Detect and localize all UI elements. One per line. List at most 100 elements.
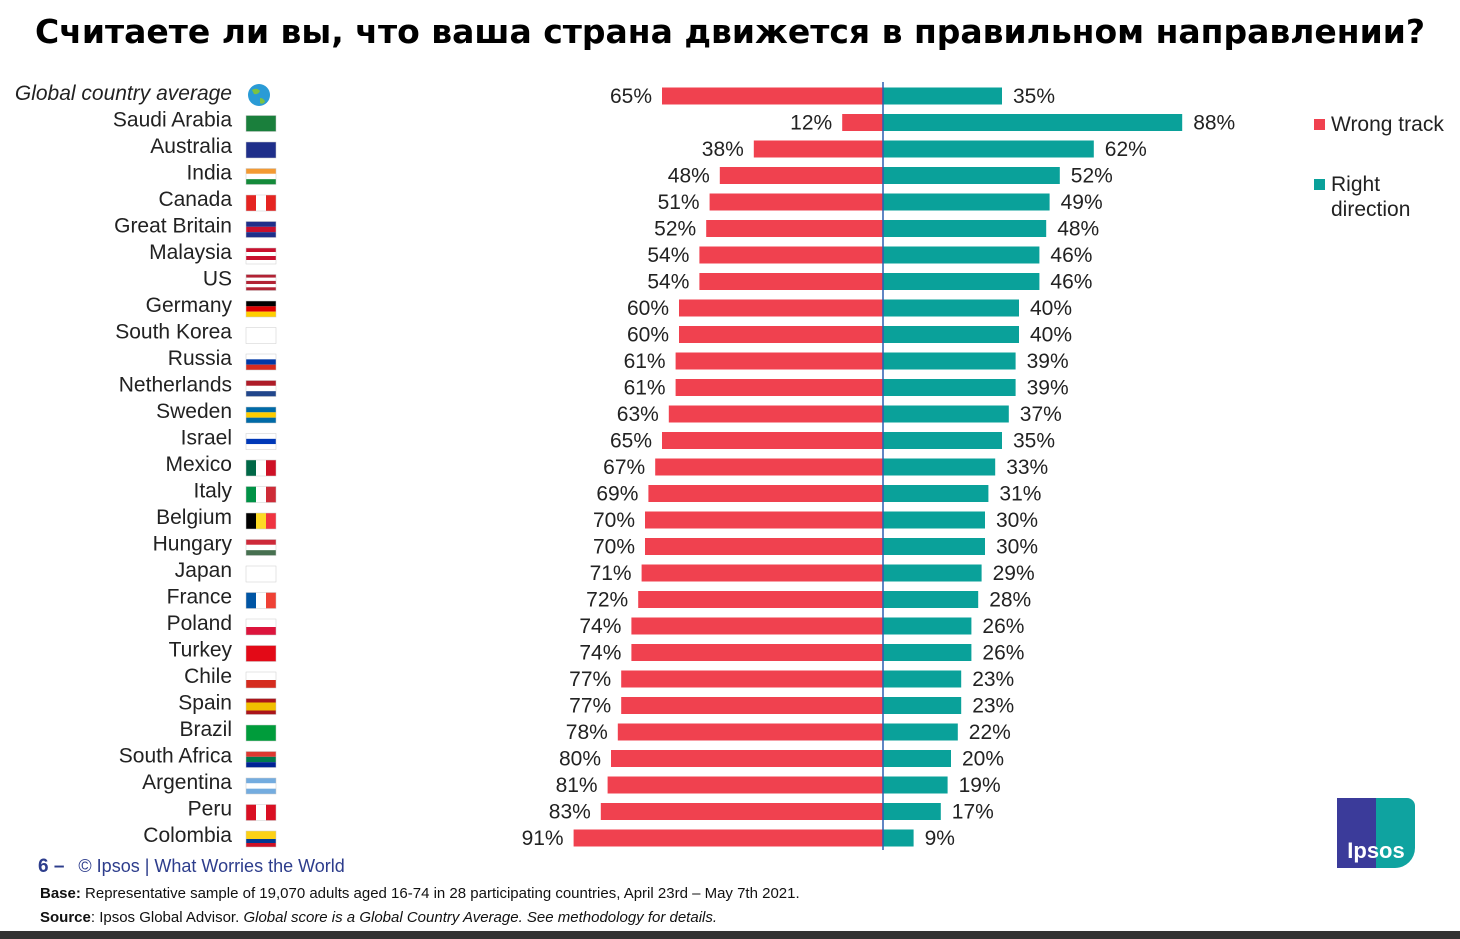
flag-stripe [246, 221, 276, 227]
bar-right-direction [883, 458, 996, 476]
bar-right-direction [883, 405, 1009, 423]
flag-stripe [256, 592, 266, 609]
flag-stripe [246, 444, 276, 450]
flag-stripe [246, 301, 276, 307]
footer-credit: 6 – © Ipsos | What Worries the World [38, 856, 345, 878]
flag-stripe [246, 513, 256, 529]
bar-right-direction [883, 432, 1002, 449]
flag-stripe [246, 627, 276, 635]
flag-stripe [246, 385, 276, 392]
bottom-bar [0, 931, 1460, 939]
value-label-right: 30% [996, 509, 1038, 532]
flag-stripe [246, 417, 276, 423]
value-label-wrong: 51% [658, 191, 700, 214]
value-label-right: 28% [989, 589, 1031, 612]
flag-stripe [246, 460, 256, 476]
bar-wrong-track [638, 591, 883, 608]
bar-wrong-track [631, 617, 883, 635]
value-label-wrong: 48% [668, 165, 710, 188]
category-label: Saudi Arabia [113, 109, 232, 132]
flag-stripe [256, 460, 266, 476]
flag-malaysia [245, 247, 277, 265]
flag-turkey [245, 645, 277, 662]
value-label-wrong: 65% [610, 85, 652, 108]
bar-right-direction [883, 167, 1060, 184]
value-label-right: 22% [969, 721, 1011, 744]
value-label-wrong: 54% [647, 271, 689, 294]
bar-wrong-track [675, 379, 883, 396]
flag-stripe [246, 539, 276, 545]
category-label: Italy [193, 480, 232, 503]
value-label-wrong: 77% [569, 695, 611, 718]
category-label: Spain [178, 692, 232, 715]
category-label: Mexico [165, 453, 232, 476]
bar-wrong-track [631, 644, 883, 661]
value-label-wrong: 63% [617, 403, 659, 426]
flag-stripe [246, 710, 276, 715]
source-italic: Global score is a Global Country Average… [243, 909, 718, 926]
base-label: Base: [40, 885, 81, 902]
flag-stripe [246, 839, 276, 843]
legend-swatch-wrong [1314, 119, 1325, 130]
bar-right-direction [883, 511, 985, 529]
flag-stripe [246, 359, 276, 365]
flag-stripe [246, 248, 276, 252]
bar-wrong-track [662, 87, 883, 105]
category-label: US [203, 268, 232, 291]
bar-right-direction [883, 670, 962, 688]
flag-stripe [246, 232, 276, 238]
value-label-right: 49% [1061, 191, 1103, 214]
flag-stripe [246, 168, 276, 174]
value-label-right: 30% [996, 536, 1038, 559]
flag-stripe [246, 173, 276, 180]
bar-wrong-track [607, 776, 883, 794]
flag-stripe [246, 619, 276, 627]
category-label: Global country average [15, 82, 232, 105]
flag-brazil [245, 724, 277, 742]
bar-right-direction [883, 220, 1047, 237]
value-label-wrong: 77% [569, 668, 611, 691]
bar-wrong-track [611, 750, 883, 767]
page-number: 6 – [38, 856, 65, 877]
flag-israel [245, 433, 277, 450]
value-label-right: 48% [1057, 218, 1099, 241]
bar-right-direction [883, 538, 985, 555]
flag-stripe [266, 486, 276, 503]
bar-right-direction [883, 379, 1016, 396]
bar-wrong-track [645, 511, 883, 529]
bar-right-direction [883, 273, 1040, 290]
flag-italy [245, 486, 277, 503]
legend-wrong-track: Wrong track [1314, 112, 1444, 137]
flag-germany [245, 300, 277, 318]
flag-stripe [246, 751, 276, 757]
value-label-right: 46% [1050, 244, 1092, 267]
category-label: Russia [168, 347, 233, 370]
flag-stripe [246, 287, 276, 291]
flag-stripe [246, 835, 276, 839]
flag-stripe [256, 804, 266, 821]
source-text: : Ipsos Global Advisor. [90, 909, 244, 926]
value-label-wrong: 81% [556, 774, 598, 797]
bar-right-direction [883, 617, 972, 635]
flag-stripe [246, 364, 276, 370]
flag-stripe [246, 115, 276, 132]
flag-stripe [246, 544, 276, 551]
category-label: France [167, 586, 232, 609]
value-label-right: 52% [1071, 165, 1113, 188]
flag-stripe [266, 195, 276, 211]
category-label: Brazil [179, 718, 232, 741]
category-label: Israel [181, 427, 232, 450]
flag-stripe [246, 407, 276, 413]
flag-stripe [246, 783, 276, 789]
flag-peru [245, 804, 277, 821]
category-label: Great Britain [114, 215, 232, 238]
flag-stripe [266, 592, 276, 609]
flag-japan [245, 565, 277, 583]
flag-stripe [246, 680, 276, 688]
value-label-right: 19% [959, 774, 1001, 797]
value-label-wrong: 12% [790, 112, 832, 135]
flag-stripe [246, 280, 276, 285]
flag-stripe [246, 698, 276, 703]
value-label-right: 39% [1027, 350, 1069, 373]
value-label-right: 88% [1193, 112, 1235, 135]
